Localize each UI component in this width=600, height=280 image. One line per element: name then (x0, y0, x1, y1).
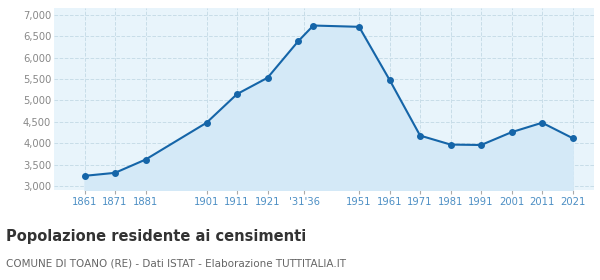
Text: COMUNE DI TOANO (RE) - Dati ISTAT - Elaborazione TUTTITALIA.IT: COMUNE DI TOANO (RE) - Dati ISTAT - Elab… (6, 258, 346, 268)
Text: Popolazione residente ai censimenti: Popolazione residente ai censimenti (6, 229, 306, 244)
